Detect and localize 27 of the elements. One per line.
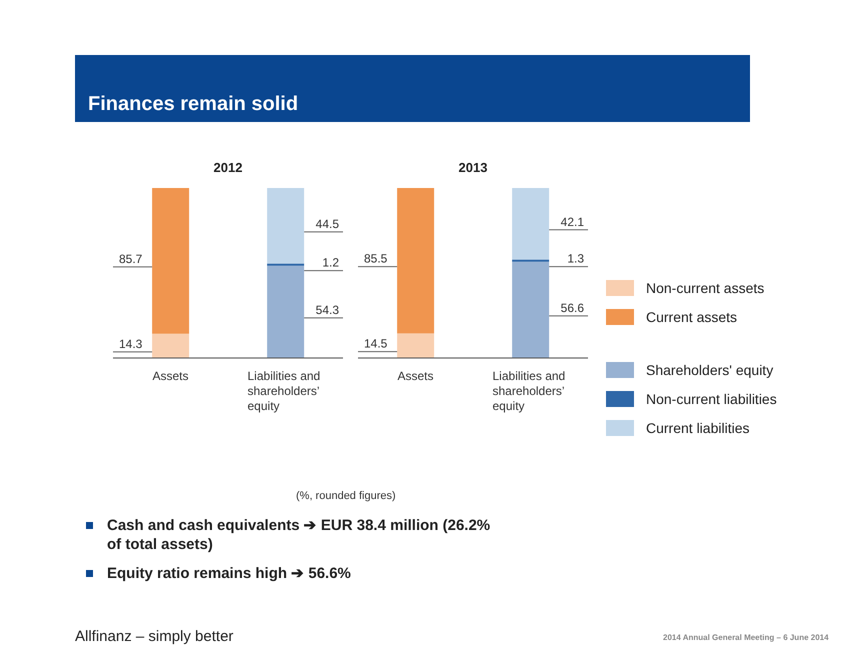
text: Equity ratio remains high ➔ 56.6% bbox=[107, 564, 352, 583]
legend-label: Current assets bbox=[646, 308, 738, 324]
chart-title: 2012 bbox=[214, 160, 242, 175]
legend-label: Current liabilities bbox=[646, 420, 750, 436]
x-tick-label: Assets bbox=[397, 369, 434, 383]
legend-label: Shareholders' equity bbox=[646, 362, 774, 378]
x-tick-label: Liabilities and shareholders’ equity bbox=[492, 369, 566, 413]
text: (%, rounded figures) bbox=[296, 490, 396, 502]
text: Finances remain solid bbox=[88, 93, 298, 116]
legend-label: Non-current liabilities bbox=[646, 390, 777, 406]
chart-title: 2013 bbox=[458, 160, 488, 175]
data-label: 85.7 bbox=[119, 252, 143, 266]
data-label: 1.2 bbox=[322, 256, 340, 270]
data-label: 42.1 bbox=[560, 214, 584, 229]
x-tick-label: Liabilities and shareholders’ equity bbox=[248, 369, 320, 413]
x-tick-label: Assets bbox=[152, 369, 189, 383]
legend-label: Non-current assets bbox=[646, 280, 764, 296]
data-label: 44.5 bbox=[316, 216, 340, 231]
data-label: 54.3 bbox=[316, 302, 340, 317]
data-label: 85.5 bbox=[364, 252, 388, 266]
text: Allfinanz – simply better bbox=[75, 628, 234, 645]
data-label: 56.6 bbox=[560, 300, 584, 315]
data-label: 14.5 bbox=[364, 336, 388, 351]
text: Cash and cash equivalents ➔ EUR 38.4 million (26.2% of total assets) bbox=[107, 516, 492, 554]
text: 2014 Annual General Meeting – 6 June 2014 bbox=[663, 633, 829, 642]
data-label: 14.3 bbox=[119, 336, 143, 351]
data-label: 1.3 bbox=[567, 252, 584, 266]
